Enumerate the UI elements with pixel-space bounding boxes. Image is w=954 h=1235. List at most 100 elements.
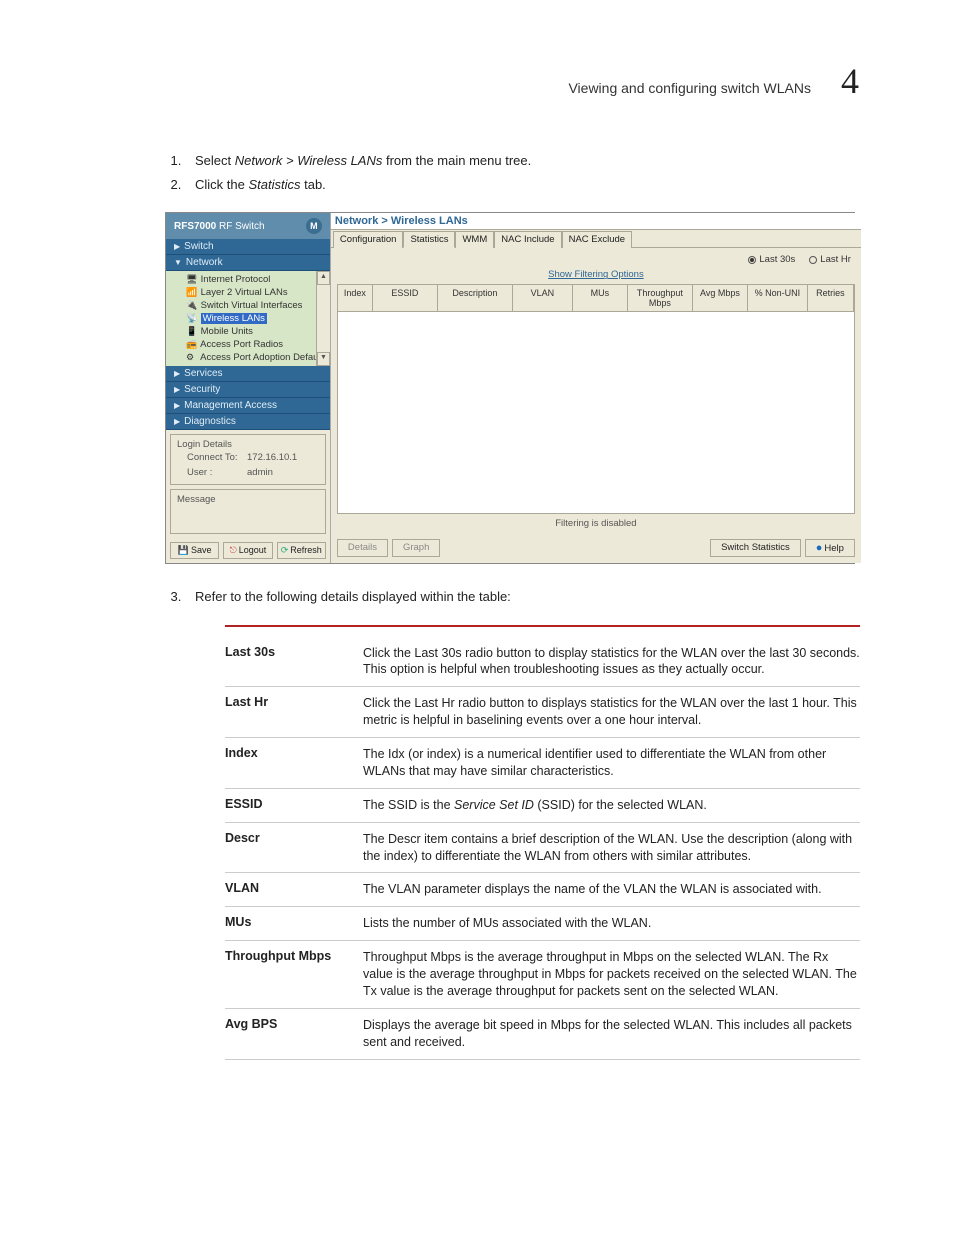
column-header[interactable]: % Non-UNI [748, 285, 808, 312]
table-body-empty [338, 312, 854, 513]
definition-description: The Idx (or index) is a numerical identi… [363, 746, 860, 780]
column-header[interactable]: Throughput Mbps [628, 285, 693, 312]
tree-item-icon: 🖥 [186, 274, 198, 285]
tab-nac-exclude[interactable]: NAC Exclude [562, 231, 633, 248]
nav-section-security[interactable]: ▶Security [166, 382, 330, 398]
definition-row: ESSIDThe SSID is the Service Set ID (SSI… [225, 789, 860, 823]
definitions-rule [225, 625, 860, 627]
tree-item[interactable]: ⚙ Access Port Adoption Defaults [170, 351, 330, 364]
tab-wmm[interactable]: WMM [455, 231, 494, 248]
login-details-panel: Login Details Connect To:172.16.10.1 Use… [170, 434, 326, 485]
tree-item-label: Mobile Units [201, 326, 253, 337]
product-name: RFS7000 RF Switch [174, 221, 265, 232]
main-content: Network > Wireless LANs ConfigurationSta… [331, 213, 861, 563]
instruction-step-1: Select Network > Wireless LANs from the … [185, 152, 859, 170]
table-header-row: IndexESSIDDescriptionVLANMUsThroughput M… [338, 285, 854, 312]
definition-description: Click the Last 30s radio button to displ… [363, 645, 860, 679]
switch-statistics-button[interactable]: Switch Statistics [710, 539, 801, 557]
definition-row: DescrThe Descr item contains a brief des… [225, 823, 860, 874]
definition-row: VLANThe VLAN parameter displays the name… [225, 873, 860, 907]
tab-statistics[interactable]: Statistics [403, 231, 455, 248]
filtering-status: Filtering is disabled [331, 514, 861, 533]
definition-description: The VLAN parameter displays the name of … [363, 881, 860, 898]
tab-strip: ConfigurationStatisticsWMMNAC IncludeNAC… [331, 230, 861, 247]
nav-section-switch[interactable]: ▶Switch [166, 239, 330, 255]
radio-last30s[interactable]: Last 30s [748, 254, 795, 265]
tree-item-label: Access Port Adoption Defaults [200, 352, 328, 363]
save-icon: 💾 [178, 545, 189, 555]
tree-item-icon: 🔌 [186, 300, 198, 311]
app-screenshot: RFS7000 RF Switch M ▶Switch ▼Network 🖥 I… [165, 212, 855, 564]
tree-item[interactable]: 🖥 Internet Protocol [170, 273, 330, 286]
logout-button[interactable]: ⎋Logout [223, 542, 272, 559]
definition-description: Displays the average bit speed in Mbps f… [363, 1017, 860, 1051]
tree-item[interactable]: 📡 Wireless LANs [170, 312, 330, 325]
tree-item[interactable]: 📶 Layer 2 Virtual LANs [170, 286, 330, 299]
graph-button[interactable]: Graph [392, 539, 440, 557]
help-button[interactable]: ●Help [805, 539, 855, 557]
tab-nac-include[interactable]: NAC Include [494, 231, 561, 248]
tree-item[interactable]: 🔌 Switch Virtual Interfaces [170, 299, 330, 312]
tree-scrollbar[interactable]: ▲ ▼ [316, 271, 330, 366]
save-button[interactable]: 💾Save [170, 542, 219, 559]
radio-icon [809, 256, 817, 264]
login-connect-label: Connect To: [187, 452, 247, 463]
definition-row: IndexThe Idx (or index) is a numerical i… [225, 738, 860, 789]
nav-tree: 🖥 Internet Protocol📶 Layer 2 Virtual LAN… [166, 271, 330, 366]
column-header[interactable]: Avg Mbps [693, 285, 748, 312]
definition-row: MUsLists the number of MUs associated wi… [225, 907, 860, 941]
radio-lasthr[interactable]: Last Hr [809, 254, 851, 265]
tree-item[interactable]: 📻 Access Port Radios [170, 338, 330, 351]
definition-term: VLAN [225, 881, 363, 898]
page-header: Viewing and configuring switch WLANs 4 [95, 60, 859, 102]
chapter-number: 4 [841, 60, 859, 102]
show-filtering-link[interactable]: Show Filtering Options [331, 267, 861, 284]
nav-section-services[interactable]: ▶Services [166, 366, 330, 382]
definition-term: Last Hr [225, 695, 363, 729]
column-header[interactable]: Retries [808, 285, 854, 312]
refresh-icon: ⟳ [281, 545, 289, 555]
definition-description: Throughput Mbps is the average throughpu… [363, 949, 860, 1000]
help-icon: ● [816, 542, 823, 554]
definition-description: The SSID is the Service Set ID (SSID) fo… [363, 797, 860, 814]
message-panel: Message [170, 489, 326, 534]
tree-item-icon: 📱 [186, 326, 198, 337]
tree-item[interactable]: 📱 Mobile Units [170, 325, 330, 338]
refresh-button[interactable]: ⟳Refresh [277, 542, 326, 559]
column-header[interactable]: MUs [573, 285, 628, 312]
definition-description: Lists the number of MUs associated with … [363, 915, 860, 932]
column-header[interactable]: ESSID [373, 285, 438, 312]
tree-item-icon: 📻 [186, 339, 198, 350]
column-header[interactable]: VLAN [513, 285, 573, 312]
main-button-bar: Details Graph Switch Statistics ●Help [331, 533, 861, 563]
product-titlebar: RFS7000 RF Switch M [166, 213, 330, 239]
nav-section-diagnostics[interactable]: ▶Diagnostics [166, 414, 330, 430]
nav-section-network[interactable]: ▼Network [166, 255, 330, 271]
sidebar-action-buttons: 💾Save ⎋Logout ⟳Refresh [166, 538, 330, 563]
document-page: Viewing and configuring switch WLANs 4 S… [0, 0, 954, 1120]
scroll-down-icon[interactable]: ▼ [317, 352, 330, 366]
tree-item-label: Switch Virtual Interfaces [201, 300, 303, 311]
brand-logo-icon: M [306, 218, 322, 234]
definition-row: Avg BPSDisplays the average bit speed in… [225, 1009, 860, 1060]
definition-term: Throughput Mbps [225, 949, 363, 1000]
login-user-label: User : [187, 467, 247, 478]
nav-section-management[interactable]: ▶Management Access [166, 398, 330, 414]
definition-term: Avg BPS [225, 1017, 363, 1051]
login-details-title: Login Details [177, 439, 319, 450]
definition-term: Descr [225, 831, 363, 865]
scroll-up-icon[interactable]: ▲ [317, 271, 330, 285]
logout-icon: ⎋ [230, 545, 237, 555]
column-header[interactable]: Index [338, 285, 373, 312]
column-header[interactable]: Description [438, 285, 513, 312]
definition-row: Throughput MbpsThroughput Mbps is the av… [225, 941, 860, 1009]
login-connect-value: 172.16.10.1 [247, 452, 297, 463]
details-button[interactable]: Details [337, 539, 388, 557]
tab-configuration[interactable]: Configuration [333, 231, 404, 248]
definition-row: Last HrClick the Last Hr radio button to… [225, 687, 860, 738]
definition-term: MUs [225, 915, 363, 932]
instruction-list: Select Network > Wireless LANs from the … [95, 152, 859, 194]
definition-term: Index [225, 746, 363, 780]
login-user-value: admin [247, 467, 273, 478]
tree-item-label: Layer 2 Virtual LANs [201, 287, 288, 298]
